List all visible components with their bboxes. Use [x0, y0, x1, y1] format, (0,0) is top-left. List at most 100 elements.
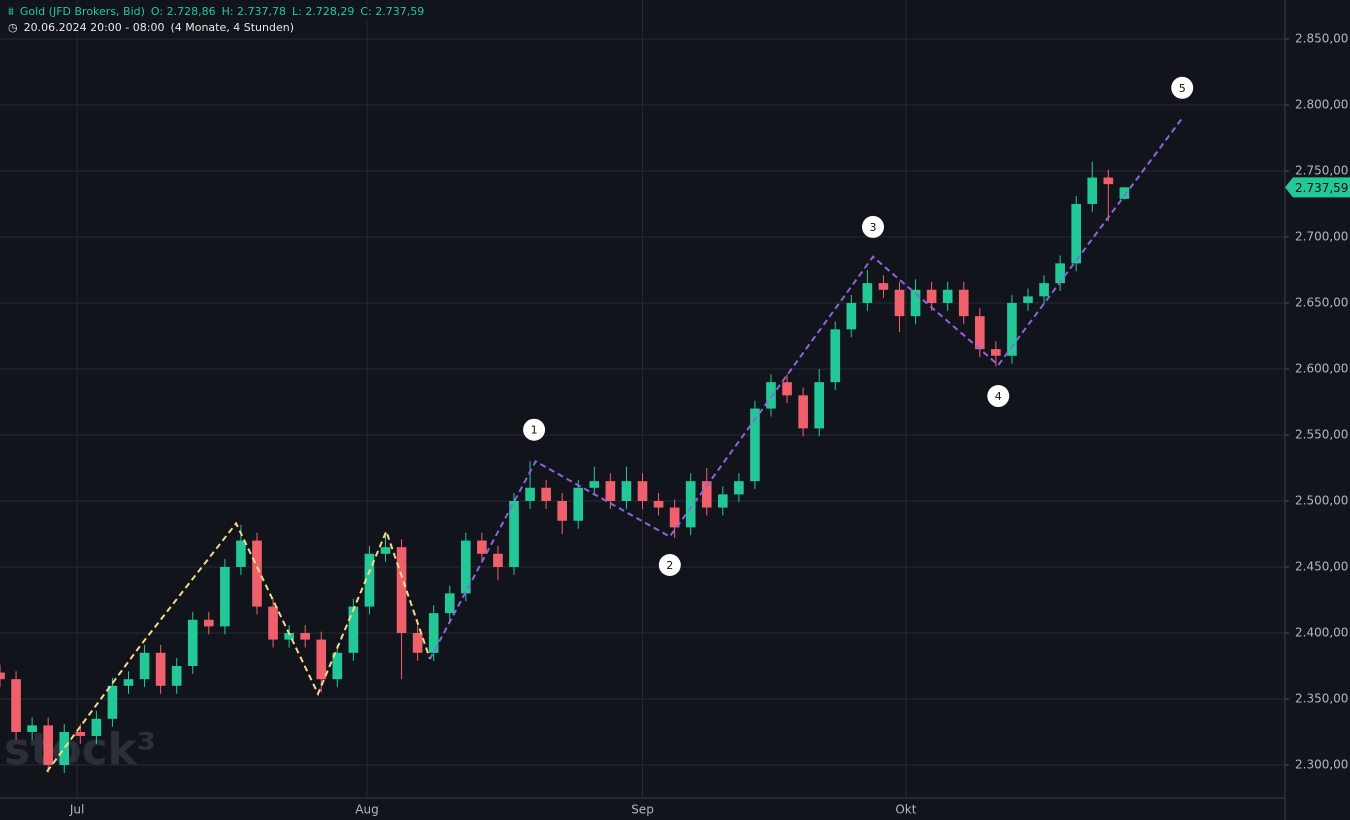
y-tick-label: 2.400,00 — [1295, 625, 1348, 639]
price-tag — [1285, 177, 1350, 198]
x-tick-label: Sep — [631, 803, 654, 817]
y-tick-label: 2.550,00 — [1295, 427, 1348, 441]
candle-body — [11, 679, 21, 732]
y-tick-label: 2.450,00 — [1295, 559, 1348, 573]
y-tick-label: 2.600,00 — [1295, 361, 1348, 375]
candle-body — [107, 685, 118, 719]
candle-body — [139, 652, 150, 680]
symbol: Gold (JFD Brokers, Bid) — [19, 5, 145, 18]
candle-body — [926, 289, 937, 303]
candle-body — [750, 408, 760, 482]
candle-body — [621, 481, 632, 501]
candle-body — [846, 302, 857, 330]
candle-body — [1071, 203, 1082, 264]
session: 20.06.2024 20:00 - 08:00 — [23, 21, 165, 34]
wave-marker — [523, 418, 546, 441]
wave-marker — [987, 385, 1010, 408]
candle-body — [380, 547, 391, 554]
candle-body — [236, 540, 246, 567]
icon: ◷ — [8, 21, 18, 34]
candle-body — [220, 566, 230, 627]
candle-body — [1007, 302, 1017, 356]
candle-body — [75, 731, 86, 736]
candle-body — [798, 395, 808, 429]
candle-body — [1039, 283, 1049, 297]
wave-label: 4 — [995, 390, 1002, 403]
candle-body — [1055, 263, 1065, 284]
candle-body — [300, 632, 311, 640]
y-tick-label: 2.850,00 — [1295, 31, 1348, 45]
candle-body — [766, 382, 776, 409]
candle-body — [589, 481, 600, 488]
candle-body — [1103, 177, 1114, 185]
candle-body — [525, 487, 535, 501]
candle-body — [541, 487, 551, 501]
candle-body — [477, 540, 487, 554]
candle-body — [0, 672, 5, 680]
candle-body — [332, 652, 343, 680]
candle-body — [348, 606, 359, 653]
candle-body — [894, 289, 905, 317]
candle-body — [685, 481, 696, 528]
candle-body — [493, 553, 503, 567]
candle-body — [43, 725, 54, 765]
candle-body — [27, 725, 37, 732]
candle-body — [91, 718, 102, 736]
candle-body — [910, 289, 921, 317]
wave-marker — [861, 215, 884, 238]
ohlc: O: 2.728,86 — [150, 5, 216, 18]
y-tick-label: 2.700,00 — [1295, 229, 1348, 243]
candle-body — [59, 731, 70, 765]
y-tick-label: 2.800,00 — [1295, 97, 1348, 111]
y-tick-label: 2.500,00 — [1295, 493, 1348, 507]
legend-header: ⩩ Gold (JFD Brokers, Bid) O: 2.728,86 H: 2.… — [4, 4, 435, 20]
candle-body — [460, 540, 471, 594]
candle-body — [878, 283, 889, 290]
wave-label: 2 — [666, 559, 673, 572]
candle-body — [155, 652, 166, 686]
candle-body — [830, 329, 841, 383]
candle-body — [268, 606, 278, 640]
candle-body — [653, 500, 664, 508]
candle-body — [814, 382, 825, 429]
wave-label: 3 — [869, 221, 876, 234]
candle-body — [717, 494, 728, 508]
candle-body — [252, 540, 262, 607]
candle-body — [862, 283, 873, 303]
wave-marker — [658, 554, 681, 577]
candle-body — [428, 613, 439, 653]
ohlc: L: 2.728,29 — [292, 5, 355, 18]
candle-body — [605, 481, 616, 501]
ohlc: H: 2.737,78 — [221, 5, 287, 18]
icon: ⩩ — [8, 5, 14, 18]
session-header: ◷ 20.06.2024 20:00 - 08:00 (4 Monate, 4 St… — [4, 20, 304, 35]
candle-body — [203, 619, 214, 627]
candle-body — [509, 500, 519, 567]
candle-body — [782, 382, 792, 396]
span: (4 Monate, 4 Stunden) — [170, 21, 294, 34]
candle-body — [412, 632, 423, 653]
candle-body — [284, 632, 294, 640]
wave-line — [428, 117, 1184, 660]
candle-body — [942, 289, 953, 303]
candle-body — [396, 547, 407, 633]
candle-body — [669, 507, 680, 528]
y-tick-label: 2.650,00 — [1295, 295, 1348, 309]
candle-body — [701, 481, 712, 508]
candle-body — [123, 679, 134, 686]
wave-label: 5 — [1179, 82, 1186, 95]
y-tick-label: 2.300,00 — [1295, 757, 1348, 771]
candle-body — [991, 349, 1001, 356]
y-tick-label: 2.350,00 — [1295, 691, 1348, 705]
wave-label: 1 — [531, 424, 538, 437]
y-tick-label: 2.750,00 — [1295, 163, 1348, 177]
ohlc: C: 2.737,59 — [360, 5, 425, 18]
candle-body — [1087, 177, 1098, 204]
candle-body — [573, 487, 584, 521]
x-tick-label: Aug — [355, 803, 378, 817]
candle-body — [364, 553, 375, 607]
price-tag-label: 2.737,59 — [1295, 181, 1348, 195]
candle-body — [1119, 187, 1130, 199]
